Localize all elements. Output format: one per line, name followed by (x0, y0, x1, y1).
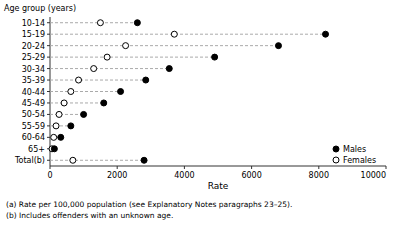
y-axis-label: Age group (years) (4, 4, 76, 13)
y-tick (47, 57, 50, 58)
x-tick-label: 4000 (174, 171, 194, 180)
stem (50, 102, 104, 103)
y-tick-label: 35-39 (22, 76, 45, 85)
dot (323, 31, 329, 37)
y-tick (47, 68, 50, 69)
y-tick (47, 137, 50, 138)
y-tick-label: 40-44 (22, 88, 45, 97)
dot (56, 111, 62, 117)
dot (101, 100, 107, 106)
stem (50, 22, 137, 23)
plot-area (49, 20, 329, 164)
x-tick-label: 10000 (361, 171, 386, 180)
x-tick-label: 2000 (107, 171, 127, 180)
x-tick (117, 166, 118, 169)
legend-label: Females (343, 156, 376, 165)
dot (68, 123, 74, 129)
x-tick-label: 0 (47, 171, 52, 180)
dot (143, 77, 149, 83)
y-tick-label: Total(b) (14, 156, 45, 165)
y-tick-label: 55-59 (22, 122, 45, 131)
dot (58, 134, 64, 140)
legend: Males Females (333, 145, 376, 165)
legend-marker (333, 146, 339, 152)
y-tick-label: 60-64 (22, 133, 45, 142)
dot (70, 157, 76, 163)
dot (104, 54, 110, 60)
y-tick-label: 50-54 (22, 110, 45, 119)
x-axis-line (50, 166, 386, 167)
y-tick (47, 91, 50, 92)
x-tick (251, 166, 252, 169)
stem (50, 57, 215, 58)
x-tick (184, 166, 185, 169)
x-tick-label: 8000 (309, 171, 329, 180)
legend-marker (333, 157, 339, 163)
footnote: (a) Rate per 100,000 population (see Exp… (6, 200, 292, 209)
stem (50, 80, 146, 81)
y-tick-label: 15-19 (22, 30, 45, 39)
dot (91, 66, 97, 72)
y-tick (47, 114, 50, 115)
y-tick-label: 45-49 (22, 99, 45, 108)
x-tick (318, 166, 319, 169)
dot (53, 123, 59, 129)
stem (50, 160, 144, 161)
dot (61, 100, 67, 106)
stem (50, 34, 326, 35)
y-tick (47, 22, 50, 23)
y-tick-label: 20-24 (22, 42, 45, 51)
stem (50, 45, 278, 46)
dot (81, 111, 87, 117)
dot (134, 20, 140, 26)
x-tick (386, 166, 387, 169)
dot (118, 89, 124, 95)
stem (50, 114, 84, 115)
y-tick-label: 25-29 (22, 53, 45, 62)
dot (171, 31, 177, 37)
y-tick (47, 125, 50, 126)
y-tick-label: 10-14 (22, 19, 45, 28)
dot (76, 77, 82, 83)
y-tick-label: 30-34 (22, 65, 45, 74)
y-tick (47, 45, 50, 46)
dot (68, 89, 74, 95)
y-tick (47, 34, 50, 35)
dot (51, 146, 57, 152)
dot (166, 66, 172, 72)
y-tick (47, 80, 50, 81)
x-tick (50, 166, 51, 169)
dot (51, 134, 57, 140)
x-tick-label: 6000 (241, 171, 261, 180)
stem (50, 91, 121, 92)
stem (50, 68, 169, 69)
y-tick (47, 102, 50, 103)
dot (141, 157, 147, 163)
dot (275, 43, 281, 49)
chart: Age group (years) 0 2000 4000 6000 8000 10000 R… (0, 0, 397, 227)
dot (123, 43, 129, 49)
footnote: (b) Includes offenders with an unknown a… (6, 211, 173, 220)
dot (212, 54, 218, 60)
y-tick-label: 65+ (28, 145, 45, 154)
x-axis-label: Rate (208, 181, 229, 191)
legend-label: Males (343, 145, 366, 154)
dot (97, 20, 103, 26)
y-tick (47, 160, 50, 161)
